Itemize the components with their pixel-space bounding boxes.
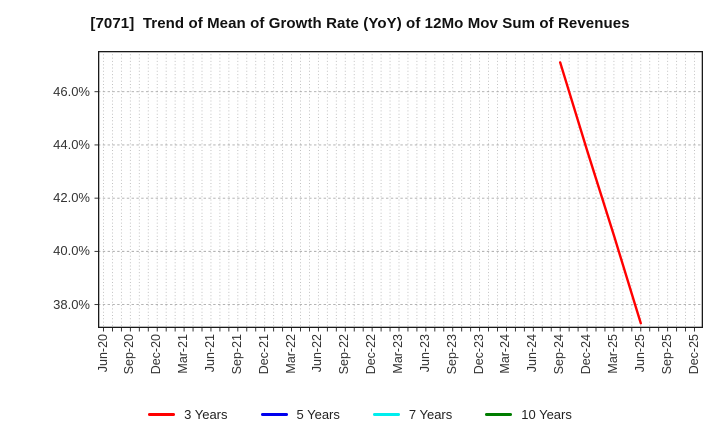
chart-title: [7071] Trend of Mean of Growth Rate (YoY… [90, 15, 630, 32]
legend-line-swatch [485, 412, 513, 416]
legend-item-3-years: 3 Years [148, 406, 228, 422]
x-tick-label: Mar-22 [283, 334, 298, 374]
legend-label: 3 Years [184, 406, 228, 422]
x-tick-label: Sep-23 [444, 334, 459, 375]
legend-item-7-years: 7 Years [372, 406, 453, 422]
y-tick-label: 38.0% [53, 296, 90, 312]
y-tick-label: 40.0% [53, 243, 90, 259]
x-tick-label: Sep-21 [229, 334, 244, 375]
legend-line-swatch [148, 412, 176, 416]
x-tick-label: Jun-20 [95, 334, 110, 373]
y-tick-label: 46.0% [53, 83, 90, 99]
x-tick-label: Jun-22 [310, 334, 325, 373]
legend-line-swatch [372, 412, 400, 416]
x-tick-label: Sep-22 [337, 334, 352, 375]
legend-label: 5 Years [296, 406, 340, 422]
x-tick-label: Jun-24 [525, 334, 540, 373]
x-tick-label: Jun-21 [202, 334, 217, 373]
x-tick-label: Mar-23 [391, 334, 405, 374]
x-tick-label: Sep-25 [659, 334, 674, 375]
plot-area [94, 50, 704, 332]
x-tick-label: Mar-25 [605, 334, 620, 374]
x-tick-label: Dec-25 [686, 334, 701, 375]
x-tick-label: Dec-21 [256, 334, 271, 375]
legend: 3 Years 5 Years 7 Years 10 Years [0, 403, 720, 425]
y-tick-label: 42.0% [53, 190, 90, 206]
legend-line-swatch [260, 412, 288, 416]
x-tick-label: Dec-24 [579, 334, 594, 375]
x-tick-label: Sep-24 [552, 334, 567, 375]
legend-item-10-years: 10 Years [485, 407, 572, 422]
legend-item-5-years: 5 Years [260, 406, 340, 422]
legend-label: 7 Years [408, 406, 453, 422]
x-tick-label: Jun-25 [632, 334, 647, 373]
x-tick-label: Jun-23 [417, 334, 432, 373]
x-tick-label: Dec-20 [149, 334, 164, 375]
x-tick-label: Mar-21 [176, 334, 191, 374]
plot-border [97, 50, 704, 329]
x-tick-label: Dec-22 [364, 334, 379, 375]
legend-label: 10 Years [521, 406, 572, 422]
series-line-3-years [558, 61, 642, 325]
y-tick-label: 44.0% [53, 136, 90, 152]
x-tick-label: Dec-23 [471, 334, 486, 375]
x-tick-label: Mar-24 [498, 334, 513, 374]
x-tick-label: Sep-20 [122, 334, 137, 375]
